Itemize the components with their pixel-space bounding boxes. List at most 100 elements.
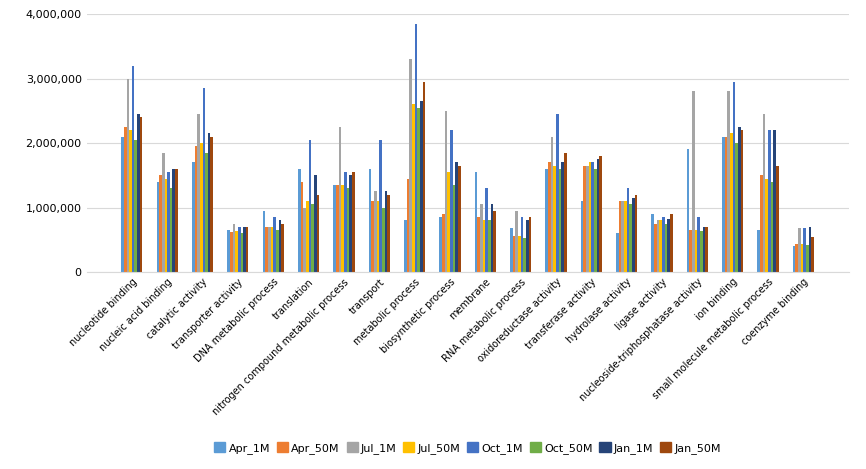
Bar: [687, 150, 689, 272]
Bar: [175, 169, 178, 272]
Bar: [205, 153, 208, 272]
Bar: [806, 245, 809, 272]
Bar: [556, 114, 559, 272]
Bar: [344, 172, 346, 272]
Bar: [804, 228, 806, 272]
Bar: [773, 130, 776, 272]
Bar: [303, 208, 306, 272]
Bar: [195, 146, 197, 272]
Bar: [651, 214, 654, 272]
Bar: [197, 114, 200, 272]
Bar: [659, 220, 662, 272]
Bar: [159, 175, 162, 272]
Bar: [238, 227, 241, 272]
Bar: [262, 211, 265, 272]
Bar: [722, 136, 725, 272]
Bar: [306, 201, 308, 272]
Bar: [453, 185, 456, 272]
Bar: [377, 201, 379, 272]
Bar: [510, 228, 513, 272]
Bar: [584, 166, 586, 272]
Bar: [444, 111, 448, 272]
Bar: [374, 191, 377, 272]
Bar: [561, 162, 564, 272]
Bar: [134, 140, 137, 272]
Bar: [702, 227, 705, 272]
Bar: [656, 220, 659, 272]
Bar: [518, 236, 520, 272]
Bar: [423, 82, 425, 272]
Bar: [448, 172, 450, 272]
Bar: [241, 234, 243, 272]
Bar: [586, 166, 589, 272]
Bar: [192, 162, 195, 272]
Bar: [523, 238, 526, 272]
Bar: [352, 172, 354, 272]
Bar: [697, 217, 700, 272]
Bar: [379, 140, 382, 272]
Bar: [768, 130, 771, 272]
Bar: [442, 214, 444, 272]
Bar: [553, 166, 556, 272]
Bar: [758, 230, 760, 272]
Bar: [793, 246, 796, 272]
Bar: [809, 227, 811, 272]
Bar: [801, 244, 804, 272]
Bar: [407, 179, 410, 272]
Bar: [162, 153, 165, 272]
Bar: [670, 214, 673, 272]
Bar: [439, 217, 442, 272]
Bar: [627, 188, 630, 272]
Bar: [165, 179, 167, 272]
Bar: [695, 230, 697, 272]
Bar: [798, 228, 801, 272]
Bar: [372, 201, 374, 272]
Bar: [515, 211, 518, 272]
Bar: [589, 162, 591, 272]
Bar: [276, 230, 279, 272]
Bar: [480, 204, 482, 272]
Bar: [766, 179, 768, 272]
Bar: [200, 143, 203, 272]
Bar: [308, 140, 311, 272]
Bar: [129, 130, 132, 272]
Bar: [548, 162, 551, 272]
Bar: [632, 198, 635, 272]
Bar: [333, 185, 336, 272]
Bar: [482, 220, 485, 272]
Bar: [387, 195, 390, 272]
Bar: [270, 227, 274, 272]
Bar: [622, 201, 624, 272]
Bar: [477, 217, 480, 272]
Bar: [301, 182, 303, 272]
Bar: [208, 133, 210, 272]
Bar: [776, 166, 779, 272]
Bar: [733, 82, 735, 272]
Bar: [730, 133, 733, 272]
Bar: [317, 195, 320, 272]
Bar: [167, 172, 170, 272]
Bar: [591, 162, 594, 272]
Bar: [236, 231, 238, 272]
Bar: [760, 175, 763, 272]
Bar: [488, 220, 491, 272]
Bar: [243, 227, 246, 272]
Bar: [420, 101, 423, 272]
Bar: [298, 169, 301, 272]
Bar: [210, 136, 213, 272]
Bar: [635, 195, 637, 272]
Bar: [126, 79, 129, 272]
Bar: [564, 153, 566, 272]
Bar: [341, 185, 344, 272]
Bar: [597, 159, 599, 272]
Bar: [475, 172, 477, 272]
Bar: [227, 230, 230, 272]
Bar: [668, 219, 670, 272]
Bar: [528, 217, 531, 272]
Bar: [157, 182, 159, 272]
Bar: [581, 201, 584, 272]
Bar: [281, 224, 284, 272]
Bar: [274, 217, 276, 272]
Bar: [725, 136, 727, 272]
Bar: [404, 220, 407, 272]
